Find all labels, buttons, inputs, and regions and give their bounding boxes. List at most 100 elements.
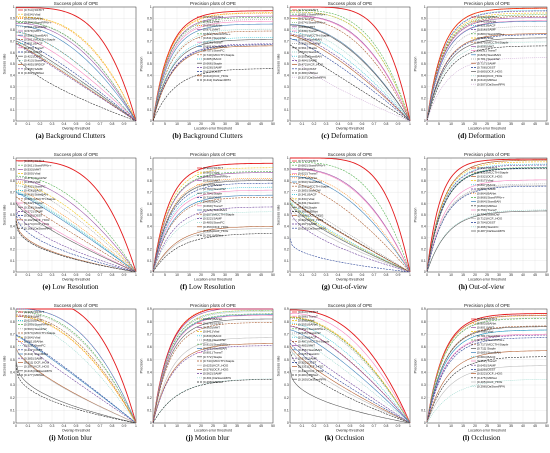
series-line (426, 20, 548, 122)
legend-entry: [0.298] DaSiamRPN (477, 384, 505, 388)
series-line (152, 45, 274, 122)
legend-entry: [0.385] SiamDW (298, 189, 321, 193)
series-line (289, 28, 411, 122)
series-line (289, 44, 411, 122)
series-line (426, 325, 548, 424)
chart-title: Precision plots of OPE (464, 1, 510, 6)
y-tick-label: 0.5 (10, 358, 15, 362)
legend-entry: [0.610] MDNet (477, 78, 497, 82)
x-tick-label: 0.4 (62, 273, 67, 277)
y-tick-label: 0.3 (421, 236, 426, 240)
legend-entry: [0.863] MHT (203, 326, 220, 330)
y-tick-label: 0.6 (284, 202, 289, 206)
series-line (15, 192, 137, 273)
series-line (290, 15, 411, 122)
y-tick-label: 1 (424, 5, 426, 9)
legend-entry: [0.781] SiamDW (477, 334, 500, 338)
y-tick-label: 0 (424, 421, 426, 425)
series-line (15, 21, 137, 122)
legend-entry: [0.418] SiamBAN (24, 193, 48, 197)
legend-entry: [0.759] TransT (477, 208, 497, 212)
legend-entry: [0.695] BACF (203, 200, 222, 204)
y-tick-label: 0 (150, 421, 152, 425)
series-line (152, 17, 274, 122)
legend-entry: [0.561] Staple (298, 46, 317, 50)
y-tick-label: 0 (287, 119, 289, 123)
subfigure-caption: (i) Motion blur (2, 434, 139, 442)
legend-entry: [0.473] TransT (24, 46, 44, 50)
series-line (289, 34, 411, 122)
legend-entry: [0.772] Staple (203, 355, 222, 359)
legend-entry: [0.904] SSTFT (203, 166, 223, 170)
subfigure-letter: (l) (462, 434, 470, 442)
legend-entry: [0.643] MHT (298, 25, 315, 29)
series-line (15, 220, 137, 273)
y-tick-label: 0.7 (147, 190, 152, 194)
y-tick-label: 0.6 (147, 345, 152, 349)
x-tick-label: 30 (497, 273, 501, 277)
y-tick-label: 0 (13, 119, 15, 123)
series-line (152, 39, 274, 122)
y-tick-label: 0.8 (10, 28, 15, 32)
x-tick-label: 50 (545, 273, 549, 277)
series-line (290, 309, 411, 424)
y-tick-label: 0.7 (147, 333, 152, 337)
plot-frame (152, 6, 274, 122)
subfigure-caption-text: Low Resolution (187, 283, 236, 291)
x-tick-label: 15 (187, 122, 191, 126)
series-line (15, 316, 137, 424)
legend-entry: [0.711] Staple (477, 347, 496, 351)
x-tick-label: 35 (509, 273, 513, 277)
legend-entry: [0.864] SiamBAN (477, 200, 501, 204)
subfigure-caption: (k) Occlusion (276, 434, 413, 442)
legend-entry: [0.528] SiamFC (24, 344, 46, 348)
legend-entry: [0.575] BANet (298, 176, 317, 180)
y-tick-label: 0.1 (284, 259, 289, 263)
x-axis-label: Location error threshold (194, 278, 232, 282)
x-tick-label: 0.3 (50, 122, 55, 126)
legend-entry: [0.593] SiamDW (24, 327, 47, 331)
legend-entry: [0.871] MHT (203, 28, 220, 32)
series-line (15, 54, 137, 122)
x-tick-label: 45 (259, 424, 263, 428)
x-tick-label: 5 (164, 424, 166, 428)
subfigure-caption: (e) Low Resolution (2, 283, 139, 291)
y-tick-label: 0.5 (147, 213, 152, 217)
y-tick-label: 1 (287, 5, 289, 9)
y-tick-label: 0.8 (284, 179, 289, 183)
subfigure-caption: (d) Deformation (413, 132, 550, 140)
series-line (426, 333, 548, 424)
legend-entry: [0.298] MDNet (203, 380, 223, 384)
legend-entry: [0.301] MDNet (24, 71, 44, 75)
legend-entry: [0.328] Staple (24, 205, 43, 209)
x-tick-label: 15 (461, 273, 465, 277)
legend-entry: [0.594] SiamRPN++ (24, 21, 52, 25)
series-line (426, 10, 548, 122)
chart-panel: 0 5 10 15 20 25 30 35 40 45 50 0 0.1 0.2 0.3 0.4 0.5 0.6 0… (139, 151, 276, 302)
legend-entry: [0.545] SiamDW (298, 331, 321, 335)
series-line (426, 365, 548, 424)
series-line (152, 343, 274, 424)
y-tick-label: 0.8 (10, 179, 15, 183)
chart-panel: 0 0.1 0.2 0.3 0.4 0.5 0.6 0.7 0.8 0.9 1 0 0.1 0.2 0.3 0… (276, 151, 413, 302)
x-tick-label: 0.6 (360, 424, 365, 428)
y-tick-label: 0.9 (421, 307, 426, 311)
plot-frame (426, 308, 548, 424)
y-tick-label: 0.8 (147, 320, 152, 324)
legend-entry: [0.311] DCF_HOG (24, 361, 50, 365)
x-tick-label: 0 (15, 273, 17, 277)
x-tick-label: 45 (533, 122, 537, 126)
chart-svg: 0 0.1 0.2 0.3 0.4 0.5 0.6 0.7 0.8 0.9 100.10.20.30… (277, 303, 412, 433)
series-line (426, 17, 548, 122)
legend-entry: [0.484] SAMF (298, 59, 317, 63)
subfigure-letter: (j) (185, 434, 193, 442)
legend-entry: [0.860] MDNet (477, 204, 497, 208)
series-line (290, 10, 411, 122)
series-line (15, 188, 137, 273)
x-tick-label: 0.7 (372, 122, 377, 126)
chart-title: Success plots of OPE (328, 1, 372, 6)
legend-entry: [0.773] BANet (203, 183, 222, 187)
series-line (152, 37, 274, 122)
x-tick-label: 0.8 (384, 122, 389, 126)
